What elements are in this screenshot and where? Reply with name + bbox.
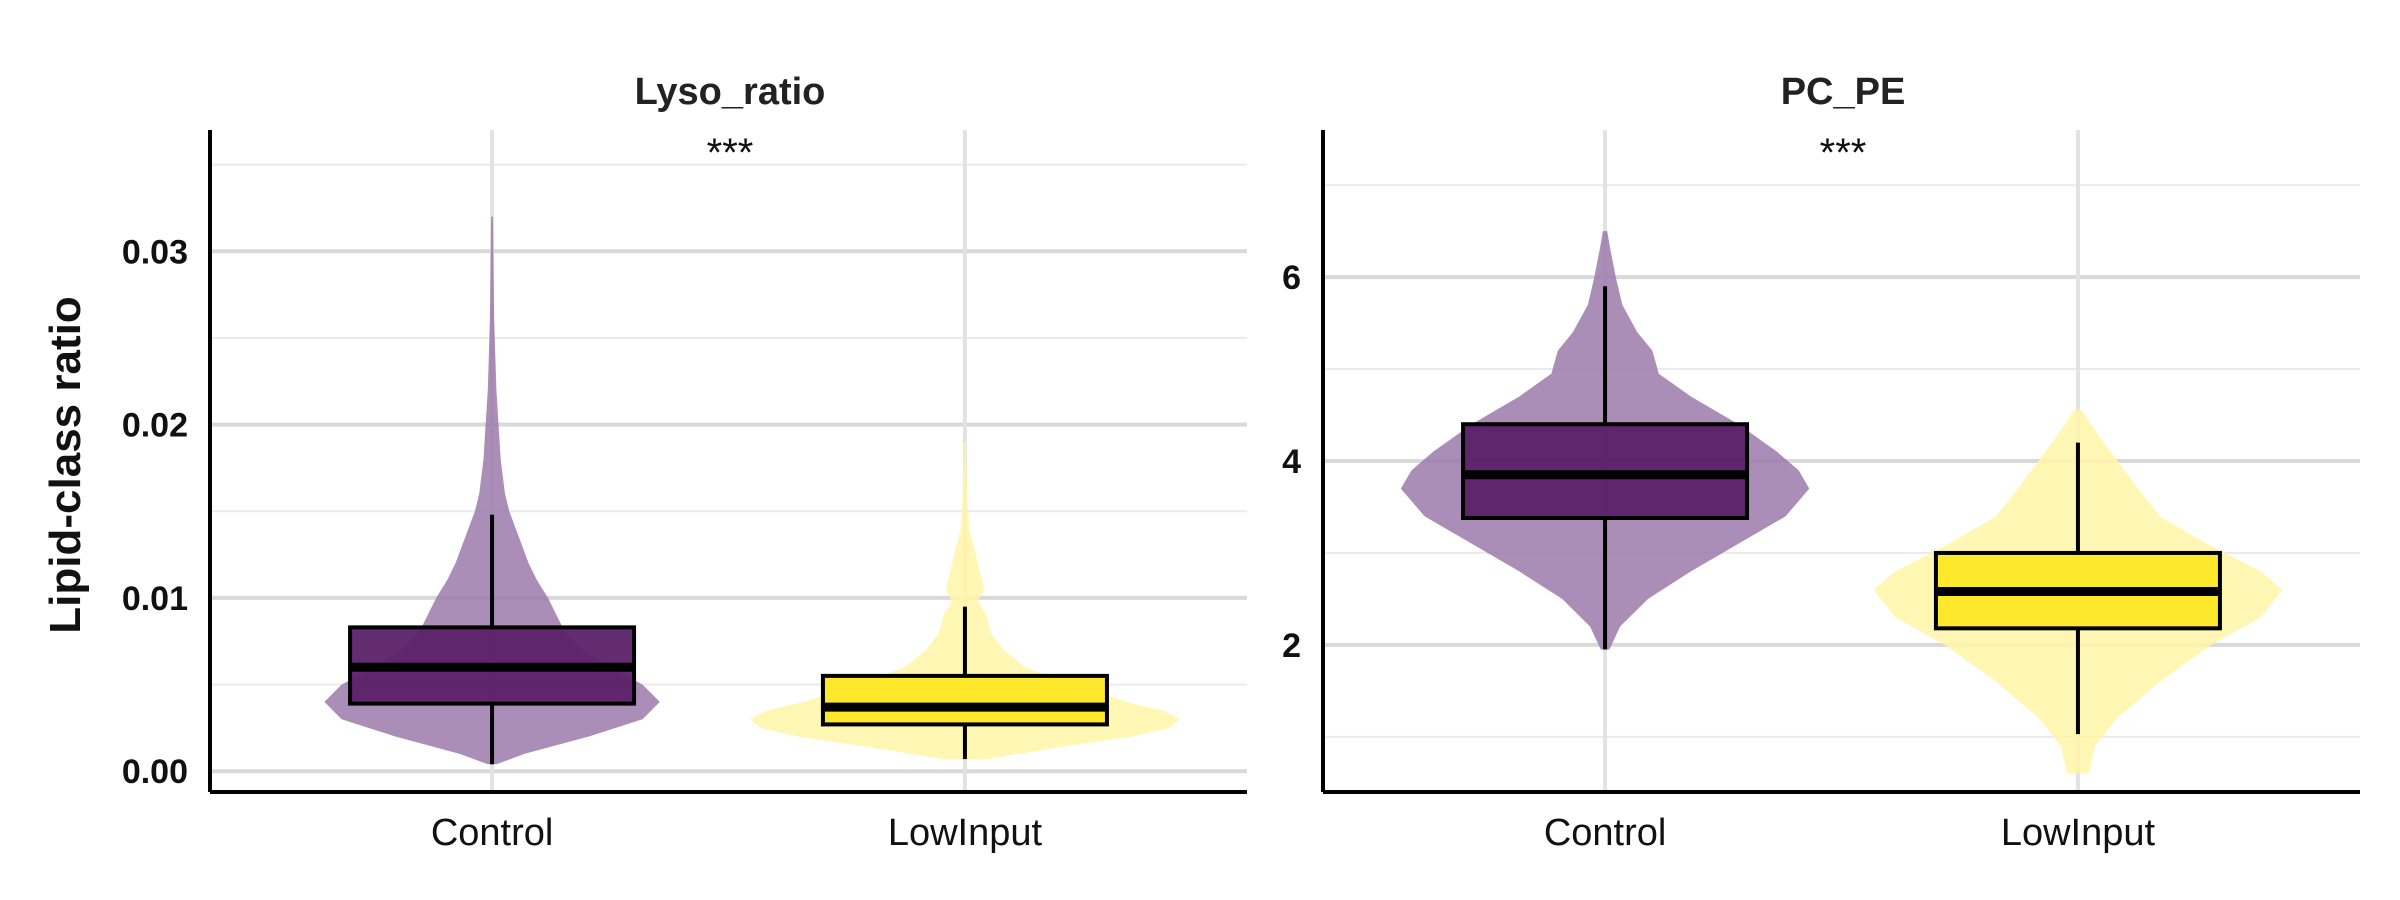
significance-marker: *** — [707, 131, 754, 175]
x-tick-label: LowInput — [2001, 812, 2156, 854]
violin-control — [324, 216, 660, 765]
y-tick-label: 0.00 — [122, 753, 188, 791]
violin-lowinput — [749, 441, 1180, 760]
y-axis-label: Lipid-class ratio — [41, 296, 90, 633]
y-tick-label: 2 — [1282, 627, 1301, 665]
x-tick-label: Control — [1544, 812, 1667, 854]
y-tick-label: 0.02 — [122, 407, 188, 445]
x-tick-label: Control — [431, 812, 554, 854]
x-tick-label: LowInput — [888, 812, 1043, 854]
y-tick-label: 0.01 — [122, 580, 188, 618]
y-tick-label: 0.03 — [122, 233, 188, 271]
y-tick-label: 6 — [1282, 259, 1301, 297]
box-lowinput — [820, 673, 1109, 727]
y-tick-label: 4 — [1282, 443, 1301, 481]
panel-pc-pe: PC_PE *** 2 4 6 Control LowInput — [1282, 71, 2360, 854]
panel-title: PC_PE — [1781, 71, 1906, 113]
panel-lyso-ratio: Lyso_ratio *** 0.00 0.01 0.02 0.03 Control LowI… — [122, 71, 1247, 854]
panel-title: Lyso_ratio — [635, 71, 826, 113]
significance-marker: *** — [1820, 131, 1867, 175]
